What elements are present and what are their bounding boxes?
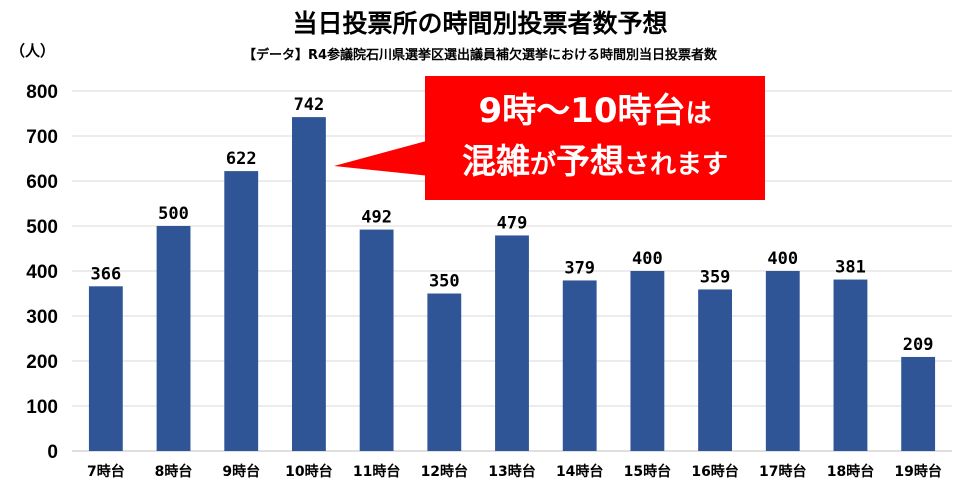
y-tick-label: 0: [47, 442, 58, 463]
bar: [495, 235, 529, 451]
x-tick-label: 12時台: [421, 463, 468, 480]
callout-pointer: [334, 140, 430, 176]
bar: [359, 229, 394, 451]
data-label: 479: [497, 213, 528, 233]
y-axis-unit-label: （人）: [10, 42, 56, 60]
callout-box: [425, 76, 765, 200]
callout-annotation: 9時～10時台は 混雑が予想されます: [425, 76, 765, 200]
x-tick-label: 14時台: [556, 463, 603, 480]
x-tick-label: 16時台: [691, 463, 738, 480]
x-tick-label: 17時台: [759, 463, 806, 480]
bar: [630, 271, 665, 451]
x-tick-label: 19時台: [894, 463, 941, 480]
callout-text-forecast: 予想: [556, 142, 624, 182]
bar: [901, 356, 936, 451]
bar: [562, 280, 597, 451]
data-label: 500: [158, 204, 189, 224]
bar: [88, 286, 123, 451]
y-tick-label: 400: [26, 262, 58, 283]
x-tick-label: 8時台: [155, 463, 193, 480]
bar: [765, 271, 800, 451]
x-tick-label: 10時台: [285, 463, 332, 480]
y-tick-label: 800: [26, 82, 58, 103]
callout-text-suffix: されます: [624, 150, 729, 180]
y-tick-label: 300: [26, 307, 58, 328]
x-tick-label: 18時台: [827, 463, 874, 480]
bar: [292, 117, 326, 451]
data-label: 622: [226, 149, 257, 169]
data-label: 350: [429, 272, 460, 292]
x-tick-label: 9時台: [222, 463, 260, 480]
data-label: 359: [700, 267, 731, 287]
bar: [833, 279, 868, 451]
callout-line-2: 混雑が予想されます: [462, 138, 728, 189]
y-tick-label: 600: [26, 172, 58, 193]
chart-subtitle: 【データ】R4参議院石川県選挙区選出議員補欠選挙における時間別当日投票者数: [242, 48, 718, 63]
bar: [224, 171, 259, 451]
x-tick-label: 7時台: [87, 463, 125, 480]
bar: [698, 289, 732, 451]
data-label: 379: [564, 258, 595, 278]
y-tick-label: 500: [26, 217, 58, 238]
data-label: 742: [294, 95, 325, 115]
y-tick-label: 200: [26, 352, 58, 373]
data-label: 492: [361, 208, 392, 228]
callout-line-1: 9時～10時台は: [479, 87, 712, 138]
callout-text-particle: は: [685, 99, 712, 129]
bar: [156, 226, 191, 451]
x-tick-label: 11時台: [353, 463, 400, 480]
data-label: 400: [632, 249, 663, 269]
data-label: 400: [767, 249, 798, 269]
y-tick-label: 700: [26, 127, 58, 148]
callout-text-crowded: 混雑: [461, 142, 530, 182]
bar: [427, 293, 462, 451]
y-tick-label: 100: [26, 397, 58, 418]
x-tick-label: 15時台: [624, 463, 671, 480]
callout-text-ga: が: [529, 150, 556, 180]
data-label: 381: [835, 258, 866, 278]
data-label: 366: [90, 264, 121, 284]
callout-text-time: 9時～10時台: [478, 91, 686, 131]
chart-title: 当日投票所の時間別投票者数予想: [292, 9, 668, 38]
x-tick-label: 13時台: [488, 463, 535, 480]
data-label: 209: [903, 335, 934, 355]
